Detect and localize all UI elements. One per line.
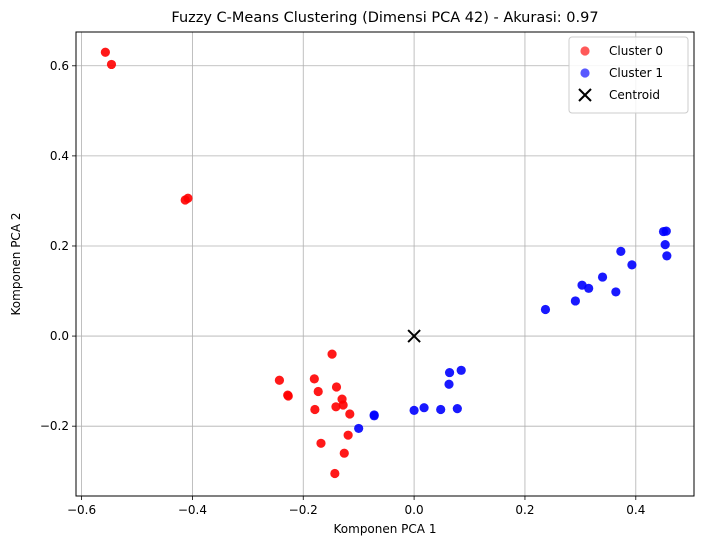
- cluster-0-point: [343, 430, 353, 440]
- cluster-0-point: [331, 382, 342, 392]
- cluster-1-point: [354, 423, 364, 434]
- cluster-0-point: [345, 409, 355, 419]
- y-tick-label: 0.6: [50, 59, 69, 73]
- legend-box: [568, 36, 689, 114]
- y-tick-label: −0.2: [40, 419, 69, 433]
- cluster-0-point: [327, 349, 337, 359]
- cluster-1-point: [660, 240, 670, 250]
- axis-ticks: −0.6 −0.4 −0.2 0.0 0.2 0.4 −0.2 0.0 0.2 0.4 0.6: [40, 59, 645, 517]
- cluster-0-point: [274, 375, 285, 385]
- cluster-0-point: [338, 400, 348, 410]
- cluster-1-point: [597, 272, 608, 282]
- legend-marker: [580, 68, 590, 78]
- legend-label: Cluster 1: [609, 66, 663, 80]
- cluster-1-point: [627, 260, 637, 270]
- legend-centroid-marker: [578, 88, 592, 102]
- legend-label: Cluster 0: [609, 44, 663, 58]
- cluster-1-point: [611, 287, 621, 297]
- cluster-1-point: [616, 246, 626, 256]
- cluster-1-point: [584, 283, 594, 293]
- cluster-1-point: [570, 296, 580, 306]
- x-tick-label: 0.4: [626, 503, 645, 517]
- chart-title: Fuzzy C-Means Clustering (Dimensi PCA 42…: [171, 10, 598, 26]
- centroid-marker: [407, 329, 421, 343]
- y-tick-label: 0.2: [50, 239, 69, 253]
- x-axis-label: Komponen PCA 1: [334, 522, 437, 536]
- cluster-1-point: [444, 379, 454, 389]
- cluster-0-point: [313, 386, 323, 397]
- x-tick-label: 0.0: [405, 503, 424, 517]
- cluster-1-point: [409, 405, 419, 416]
- cluster-0-point: [106, 59, 117, 70]
- legend: Cluster 0 Cluster 1 Centroid: [568, 36, 689, 114]
- cluster-1-point: [452, 404, 462, 414]
- cluster-0-point: [183, 193, 193, 203]
- data-points: [100, 47, 672, 479]
- cluster-1-point: [662, 251, 672, 261]
- cluster-0-point: [309, 374, 319, 384]
- legend-marker: [580, 46, 590, 56]
- cluster-0-point: [339, 448, 349, 458]
- cluster-0-point: [100, 47, 110, 57]
- x-tick-label: 0.2: [515, 503, 534, 517]
- cluster-1-point: [456, 365, 466, 375]
- y-tick-label: 0.0: [50, 329, 69, 343]
- cluster-0-point: [310, 404, 320, 415]
- cluster-0-point: [330, 468, 340, 479]
- cluster-1-point: [444, 367, 455, 378]
- x-tick-label: −0.4: [178, 503, 207, 517]
- centroid-stroke: [407, 329, 421, 343]
- cluster-1-point: [369, 410, 379, 420]
- y-axis-label: Komponen PCA 2: [9, 213, 23, 316]
- cluster-0-point: [331, 402, 341, 412]
- x-tick-label: −0.6: [67, 503, 96, 517]
- cluster-1-point: [419, 403, 429, 413]
- cluster-0-point: [316, 438, 326, 448]
- cluster-1-point: [661, 226, 671, 236]
- legend-label: Centroid: [609, 88, 660, 102]
- plot-frame: [75, 31, 695, 497]
- cluster-1-point: [540, 304, 551, 315]
- y-tick-label: 0.4: [50, 149, 69, 163]
- cluster-1-point: [436, 404, 446, 415]
- x-tick-label: −0.2: [289, 503, 318, 517]
- cluster-0-point: [283, 390, 293, 400]
